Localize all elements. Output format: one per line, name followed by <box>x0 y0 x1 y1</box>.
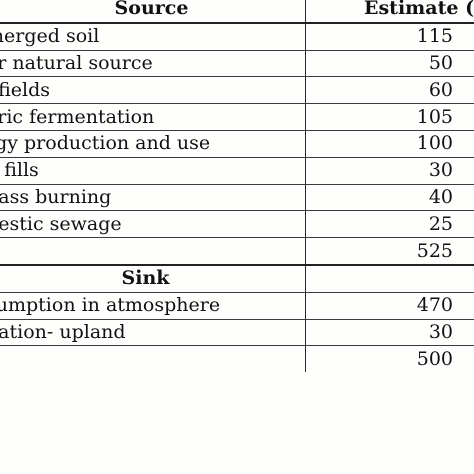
methane-budget-table: Source Estimate (T merged soil 115 er na… <box>0 0 474 373</box>
source-cell: er natural source <box>0 49 306 78</box>
source-cell: nestic sewage <box>0 210 306 239</box>
source-cell: nass burning <box>0 183 306 212</box>
sink-cell: dation- upland <box>0 318 306 347</box>
source-cell: merged soil <box>0 22 306 51</box>
table-row: dation- upland 30 <box>0 318 474 347</box>
estimate-cell: 30 <box>305 156 474 185</box>
table-row: rgy production and use 100 <box>0 129 474 158</box>
source-cell: · fields <box>0 76 306 105</box>
table-row: er natural source 50 <box>0 49 474 78</box>
estimate-cell: 30 <box>305 318 474 347</box>
estimate-cell: 25 <box>305 210 474 239</box>
estimate-cell: 115 <box>305 22 474 51</box>
table-row: d fills 30 <box>0 156 474 185</box>
estimate-cell: 50 <box>305 49 474 78</box>
estimate-cell: 525 <box>305 237 474 266</box>
estimate-cell: 40 <box>305 183 474 212</box>
estimate-cell: 470 <box>305 291 474 320</box>
estimate-cell: 60 <box>305 76 474 105</box>
table-row: sumption in atmosphere 470 <box>0 291 474 320</box>
table-row: · fields 60 <box>0 76 474 105</box>
sink-cell: l <box>0 345 306 373</box>
sink-header-empty-cell <box>305 263 474 293</box>
source-column-header: Source <box>0 0 306 24</box>
sink-cell: sumption in atmosphere <box>0 291 306 320</box>
table-row: nestic sewage 25 <box>0 210 474 239</box>
estimate-cell: 100 <box>305 129 474 158</box>
table-header-row: Source Estimate (T <box>0 0 474 24</box>
sink-header-row: Sink <box>0 263 474 293</box>
sink-total-row: l 500 <box>0 345 474 373</box>
sink-section-header: Sink <box>0 263 306 293</box>
table-row: eric fermentation 105 <box>0 103 474 131</box>
source-cell: eric fermentation <box>0 103 306 131</box>
source-cell: l <box>0 237 306 266</box>
source-cell: rgy production and use <box>0 129 306 158</box>
estimate-column-header: Estimate (T <box>305 0 474 24</box>
source-total-row: l 525 <box>0 237 474 266</box>
table-row: nass burning 40 <box>0 183 474 212</box>
source-cell: d fills <box>0 156 306 185</box>
estimate-cell: 500 <box>305 345 474 373</box>
estimate-cell: 105 <box>305 103 474 131</box>
table-row: merged soil 115 <box>0 22 474 51</box>
